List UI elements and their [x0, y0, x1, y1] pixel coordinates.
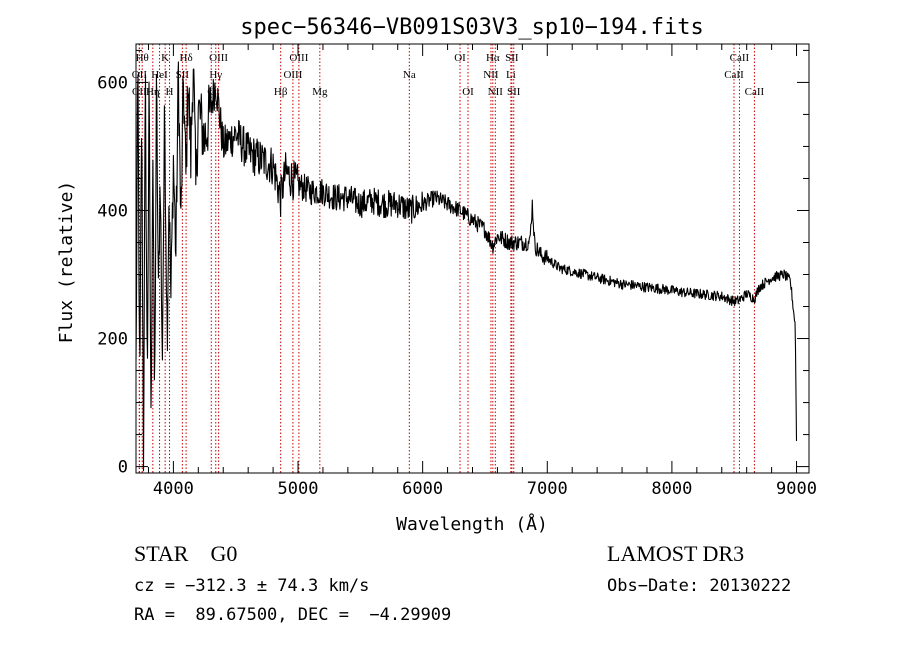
line-marker-label: HeI [151, 69, 168, 81]
line-marker-label: OIII [209, 52, 228, 64]
x-tick-label: 9000 [776, 479, 817, 499]
y-tick-label: 600 [97, 73, 128, 93]
object-class: STAR G0 [134, 541, 237, 566]
x-tick-label: 5000 [278, 479, 319, 499]
line-marker-label: G [207, 86, 215, 98]
line-marker-label: NII [483, 69, 499, 81]
line-marker-label: NII [488, 86, 504, 98]
line-marker-label: Hβ [274, 86, 288, 98]
x-tick-label: 7000 [527, 479, 568, 499]
x-tick-label: 6000 [402, 479, 443, 499]
line-marker-label: Hα [486, 52, 500, 64]
line-marker-label: CaII [724, 69, 744, 81]
line-marker-label: K [161, 52, 169, 64]
spectrum-line [135, 61, 798, 472]
y-tick-label: 400 [97, 201, 128, 221]
survey-name: LAMOST DR3 [607, 541, 744, 566]
x-axis-label: Wavelength (Å) [396, 513, 548, 535]
y-tick-label: 0 [118, 458, 128, 478]
line-marker-label: Hθ [136, 52, 149, 64]
redshift-velocity: cz = −312.3 ± 74.3 km/s [134, 576, 369, 596]
axis-ticks: 4000 5000 6000 7000 8000 9000 0 200 400 600 [97, 44, 817, 499]
chart-title: spec−56346−VB091S03V3_sp10−194.fits [240, 15, 704, 40]
x-tick-label: 8000 [651, 479, 692, 499]
line-marker-label: Hδ [180, 52, 193, 64]
line-marker-label: Hγ [209, 69, 222, 81]
line-marker-label: CaII [745, 86, 765, 98]
line-marker-label: H [166, 86, 174, 98]
line-marker-label: OIII [289, 52, 308, 64]
plot-frame [135, 43, 810, 474]
y-axis-label: Flux (relative) [56, 181, 77, 344]
observation-date: Obs−Date: 20130222 [607, 576, 791, 596]
line-marker-label: Hη [146, 86, 160, 98]
line-marker-label: SII [507, 86, 521, 98]
line-marker-label: SII [505, 52, 519, 64]
y-tick-label: 200 [97, 330, 128, 350]
coordinates: RA = 89.67500, DEC = −4.29909 [134, 605, 451, 625]
line-marker-label: Na [403, 69, 416, 81]
line-marker-label: Li [506, 69, 516, 81]
line-marker-label: CaII [730, 52, 750, 64]
line-marker-label: OIII [283, 69, 302, 81]
x-tick-label: 4000 [153, 479, 194, 499]
line-marker-label: OI [462, 86, 474, 98]
line-marker-label: OI [454, 52, 466, 64]
series-group [135, 61, 798, 472]
line-marker-label: Mg [312, 86, 328, 98]
